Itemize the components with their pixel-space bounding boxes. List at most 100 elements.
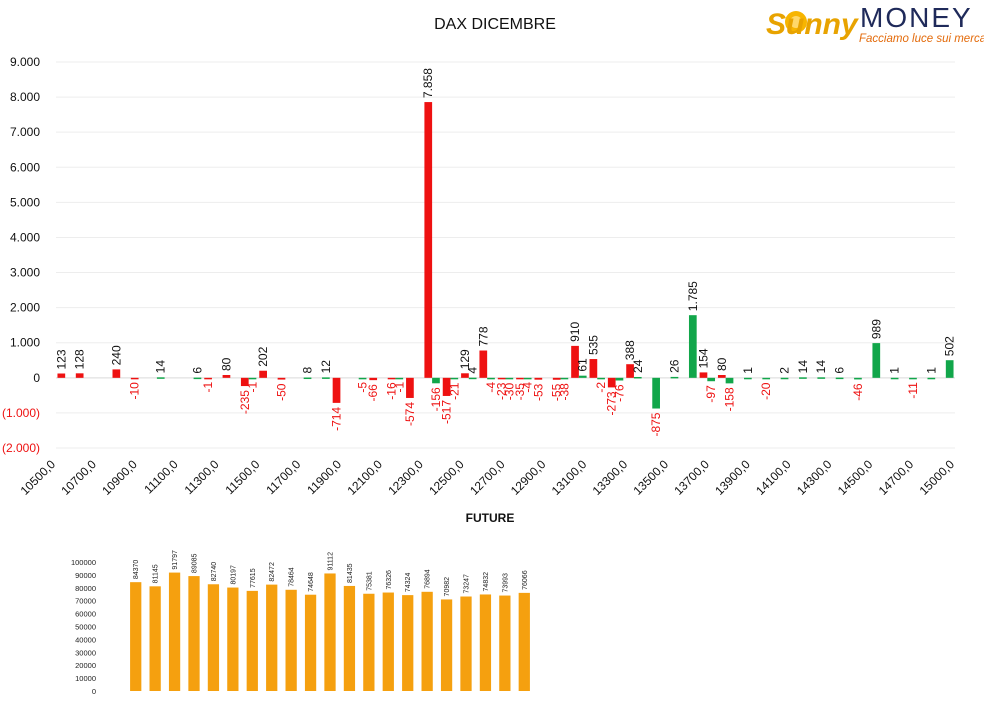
data-label: 778: [476, 326, 490, 346]
future-data-label: 74648: [308, 572, 315, 592]
future-bar: [421, 591, 433, 691]
data-label: -46: [851, 383, 865, 401]
data-label: 1.785: [686, 281, 700, 311]
bar: [945, 360, 954, 378]
x-tick-label: 12700,0: [467, 457, 508, 498]
bar: [707, 377, 716, 382]
bar: [358, 377, 367, 380]
future-y-tick-label: 30000: [75, 648, 96, 657]
data-label: -20: [759, 382, 773, 400]
y-tick-label: 6.000: [10, 160, 40, 174]
bar: [193, 377, 202, 380]
future-data-label: 81145: [153, 564, 160, 583]
future-bars: [130, 572, 530, 691]
data-label: 12: [319, 360, 333, 374]
bar: [890, 377, 899, 380]
bar: [744, 377, 752, 380]
x-tick-label: 11700,0: [263, 457, 303, 497]
data-label: -2: [594, 382, 608, 393]
bar: [589, 359, 598, 378]
future-y-axis: 1000009000080000700006000050000400003000…: [71, 558, 96, 696]
future-bar: [188, 576, 200, 691]
x-tick-label: 10500,0: [18, 457, 59, 498]
y-tick-label: 5.000: [10, 195, 40, 209]
data-label: 129: [458, 349, 472, 369]
future-bar: [518, 592, 530, 691]
data-label: 14: [154, 360, 168, 374]
data-label: -1: [392, 382, 406, 393]
x-tick-label: 10700,0: [58, 457, 99, 498]
data-label: -5: [356, 382, 370, 393]
x-tick-label: 11300,0: [182, 457, 222, 497]
x-tick-label: 13100,0: [549, 457, 590, 498]
future-data-label: 82740: [211, 562, 218, 582]
data-label: -714: [330, 407, 344, 431]
bar: [156, 377, 165, 379]
future-y-tick-label: 20000: [75, 661, 96, 670]
bar: [633, 376, 642, 379]
future-bar: [343, 585, 356, 691]
data-label: 240: [109, 345, 123, 365]
bar: [534, 377, 543, 380]
future-y-tick-label: 60000: [75, 610, 96, 619]
x-tick-label: 11900,0: [304, 457, 344, 497]
data-label: 61: [576, 358, 590, 372]
future-data-label: 74832: [483, 572, 490, 592]
y-tick-label: 1.000: [10, 336, 40, 350]
data-label: 1: [741, 367, 755, 374]
data-label: -55: [550, 383, 564, 401]
bar: [450, 377, 459, 380]
bar: [552, 377, 561, 380]
future-bar: [246, 590, 258, 691]
x-tick-label: 12900,0: [508, 457, 549, 498]
bar: [872, 343, 881, 378]
data-label: -4: [484, 382, 498, 393]
bar: [762, 377, 771, 380]
future-y-tick-label: 70000: [75, 597, 96, 606]
sunny-money-logo: Sunny MONEY Facciamo luce sui mercati: [762, 0, 989, 46]
data-label: 80: [219, 357, 233, 371]
data-label: -30: [502, 383, 516, 401]
bar: [424, 102, 433, 378]
future-data-label: 82472: [269, 562, 276, 582]
future-data-label: 91797: [172, 550, 179, 570]
future-data-label: 84370: [133, 560, 140, 580]
future-bar: [440, 599, 453, 691]
data-label: 4: [466, 367, 480, 374]
y-tick-label: 9.000: [10, 55, 40, 69]
bar: [652, 377, 660, 409]
bar: [560, 377, 569, 380]
data-label: 989: [869, 319, 883, 339]
x-tick-label: 14100,0: [753, 457, 794, 498]
bar: [670, 376, 679, 379]
data-label: -38: [557, 383, 571, 401]
x-tick-label: 13700,0: [671, 457, 712, 498]
data-label: 1: [924, 367, 938, 374]
future-y-tick-label: 10000: [75, 674, 96, 683]
bar: [222, 375, 231, 378]
data-label: -1: [201, 382, 215, 393]
data-label: -158: [723, 387, 737, 411]
data-label: 502: [943, 336, 957, 356]
data-label: -1: [245, 382, 259, 393]
data-label: 6: [833, 367, 847, 374]
data-label: 6: [190, 367, 204, 374]
bar: [688, 315, 697, 378]
future-bar: [460, 596, 472, 691]
data-label: -11: [906, 382, 920, 399]
bar: [626, 364, 634, 378]
x-tick-label: 11100,0: [141, 457, 181, 497]
x-tick-label: 13500,0: [630, 457, 671, 498]
future-bar: [130, 582, 142, 691]
future-data-label: 77615: [250, 568, 257, 588]
bar: [516, 377, 524, 380]
data-label: 2: [778, 367, 792, 374]
data-label: -66: [366, 384, 380, 402]
future-bar: [479, 594, 492, 691]
future-bar: [382, 592, 394, 691]
bar: [240, 377, 249, 387]
bar: [468, 377, 477, 380]
bar: [248, 377, 257, 380]
bar: [699, 372, 708, 378]
future-y-tick-label: 50000: [75, 623, 96, 632]
